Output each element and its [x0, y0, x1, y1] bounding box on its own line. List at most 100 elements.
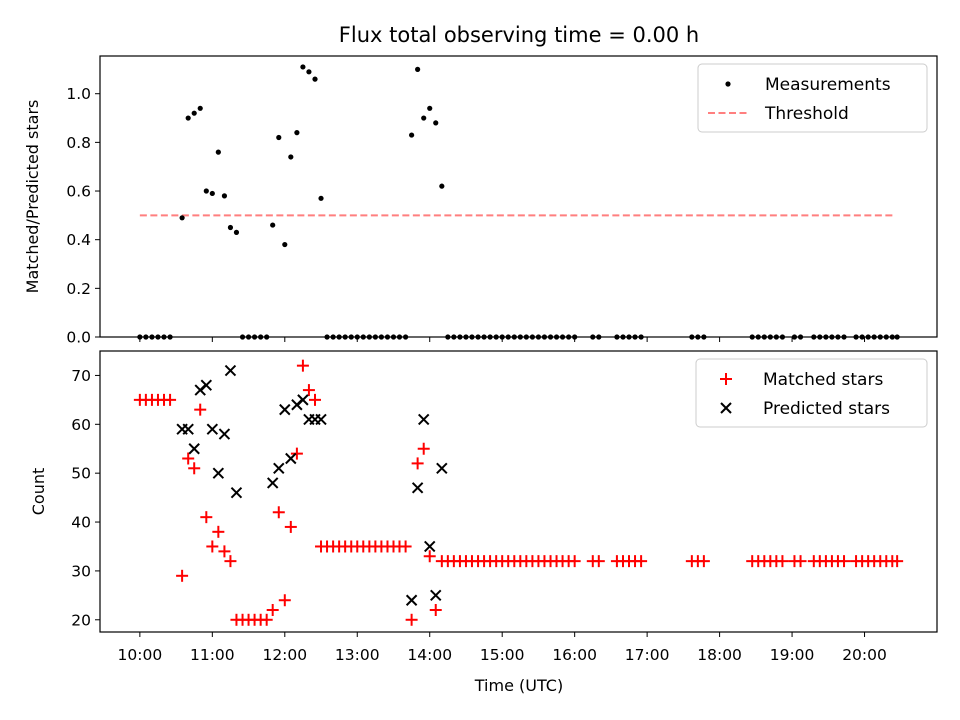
legend-predicted-label: Predicted stars — [763, 399, 890, 419]
predicted-point — [285, 452, 297, 465]
predicted-point-b — [424, 540, 436, 553]
predicted-point — [411, 482, 424, 494]
count-x-tick-label: 14:00 — [407, 646, 452, 664]
measurement-point — [415, 66, 421, 72]
predicted-point — [266, 477, 279, 489]
matched-point — [417, 442, 430, 455]
ratio-y-tick-label: 0.0 — [66, 329, 91, 347]
measurement-point — [312, 76, 318, 82]
matched-point — [290, 447, 303, 460]
measurement-point — [179, 215, 185, 221]
measurement-point — [209, 190, 215, 197]
predicted-point-b — [279, 403, 291, 416]
legend-predicted-marker — [720, 402, 732, 414]
predicted-point-b — [297, 394, 309, 406]
count-legend-box — [695, 358, 928, 428]
ratio-y-tick-label: 1.0 — [66, 85, 91, 103]
matched-point — [278, 594, 291, 607]
predicted-point — [273, 462, 285, 474]
matched-point — [776, 555, 789, 568]
predicted-point-b — [188, 443, 200, 455]
predicted-point-b — [182, 423, 194, 435]
matched-point — [272, 506, 285, 519]
measurement-point — [233, 229, 240, 235]
ratio-y-axis: 0.0 0.2 0.4 0.6 0.8 1.0 — [66, 85, 100, 347]
predicted-point — [436, 462, 448, 474]
measurement-point — [227, 224, 234, 231]
predicted-point — [188, 443, 200, 455]
predicted-point — [424, 540, 436, 553]
measurement-point — [421, 115, 427, 121]
matched-point — [429, 604, 442, 617]
legend-threshold-label: Threshold — [764, 104, 849, 124]
legend-matched-label: Matched stars — [763, 370, 883, 390]
matched-point — [260, 613, 273, 626]
measurement-point — [270, 222, 276, 228]
count-x-tick-label: 20:00 — [842, 646, 887, 664]
predicted-point-b — [266, 477, 279, 489]
measurement-point — [191, 110, 197, 116]
ratio-y-tick-label: 0.8 — [66, 134, 91, 152]
predicted-point-b — [418, 413, 430, 426]
count-x-tick-label: 18:00 — [697, 646, 742, 664]
matched-point — [296, 359, 309, 372]
predicted-point-b — [230, 487, 243, 499]
predicted-point — [279, 403, 291, 416]
count-x-tick-label: 17:00 — [625, 646, 670, 664]
legend-matched-marker — [720, 373, 732, 385]
count-x-tick-label: 19:00 — [770, 646, 815, 664]
predicted-point-b — [218, 428, 231, 440]
ratio-legend-box — [697, 63, 928, 133]
count-legend: Matched stars Predicted stars — [695, 358, 928, 428]
measurement-point — [409, 132, 415, 138]
ratio-y-tick-label: 0.6 — [66, 183, 91, 201]
predicted-point-b — [212, 467, 225, 479]
matched-point — [302, 384, 315, 397]
predicted-point-b — [285, 452, 297, 465]
count-panel: 20 30 40 50 60 70 10:00 11:00 12:00 13:00 14:00 15… — [29, 350, 938, 695]
ratio-y-tick-label: 0.2 — [66, 280, 91, 298]
measurement-point — [439, 183, 445, 189]
ratio-x-ticks — [139, 337, 866, 342]
matched-point — [284, 520, 297, 533]
predicted-point — [297, 394, 309, 406]
count-y-label: Count — [29, 468, 48, 516]
count-x-tick-label: 11:00 — [190, 646, 235, 664]
x-axis-label: Time (UTC) — [474, 676, 563, 695]
count-x-tick-label: 15:00 — [480, 646, 525, 664]
measurement-point — [306, 69, 312, 75]
matched-point — [309, 393, 322, 406]
matched-point — [568, 555, 581, 568]
predicted-point-b — [315, 413, 327, 426]
predicted-point — [218, 428, 231, 440]
matched-point — [838, 555, 851, 568]
count-y-tick-label: 20 — [71, 611, 91, 629]
count-x-tick-label: 16:00 — [552, 646, 597, 664]
ratio-y-label: Matched/Predicted stars — [23, 100, 42, 294]
predicted-point — [405, 594, 418, 606]
measurement-point — [215, 149, 221, 155]
measurement-point — [197, 105, 203, 111]
legend-measurement-marker — [725, 81, 731, 87]
predicted-point-b — [273, 462, 285, 474]
count-y-axis: 20 30 40 50 60 70 — [71, 367, 100, 629]
predicted-point — [418, 413, 430, 426]
predicted-point — [200, 379, 213, 391]
measurement-point — [282, 241, 288, 248]
predicted-point — [224, 364, 237, 377]
predicted-points — [176, 364, 448, 606]
matched-point — [176, 569, 189, 582]
matched-point — [592, 555, 605, 568]
predicted-point — [212, 467, 225, 479]
predicted-point-b — [200, 379, 213, 391]
count-panel-frame — [99, 350, 938, 633]
predicted-point-b — [206, 423, 219, 435]
matched-point — [405, 613, 418, 626]
predicted-point — [315, 413, 327, 426]
predicted-point-b — [224, 364, 237, 377]
predicted-point — [430, 589, 442, 602]
matched-point — [206, 540, 219, 553]
matched-point — [411, 457, 424, 470]
matched-point — [194, 403, 207, 416]
